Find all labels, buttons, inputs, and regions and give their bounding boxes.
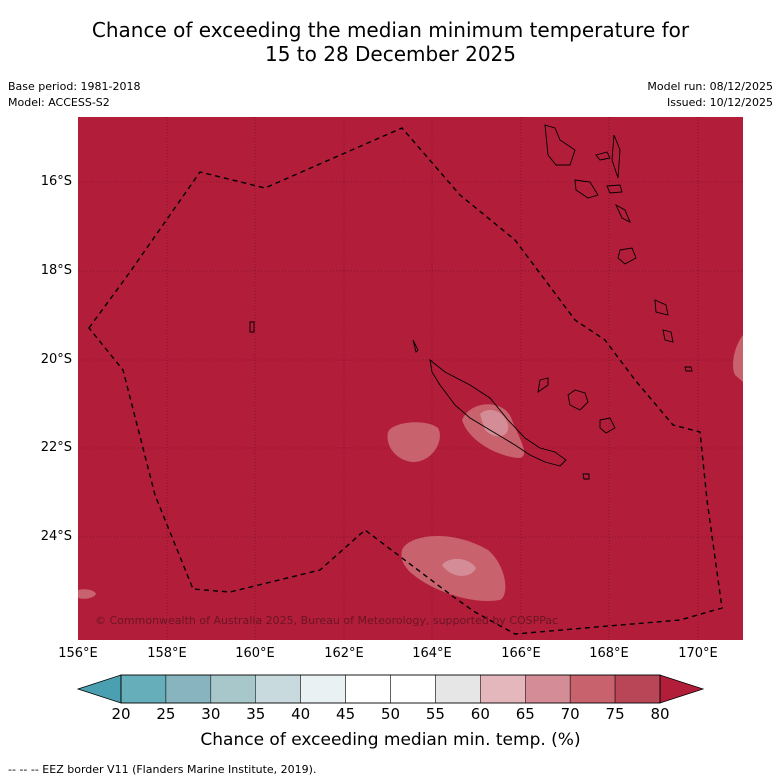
issued-date: Issued: 10/12/2025 <box>666 96 773 109</box>
lat-label-24s: 24°S <box>40 529 72 544</box>
colorbar-segment-35-40 <box>255 674 301 704</box>
copyright-text: © Commonwealth of Australia 2025, Bureau… <box>95 614 559 627</box>
colorbar-tick-25: 25 <box>156 705 176 723</box>
colorbar-segment-25-30 <box>165 674 212 704</box>
colorbar-tick-20: 20 <box>111 705 131 723</box>
ambrym <box>606 184 623 194</box>
title-line-1: Chance of exceeding the median minimum t… <box>91 18 690 42</box>
patch-west-of-new-caledonia <box>387 422 440 463</box>
lon-label-156e: 156°E <box>58 646 98 661</box>
colorbar-segment-50-55 <box>390 674 436 704</box>
pentecost-maewo <box>611 134 621 179</box>
ambae <box>595 151 611 161</box>
belep-islands <box>412 339 419 353</box>
colorbar-tick-50: 50 <box>380 705 401 723</box>
lat-label-22s: 22°S <box>40 440 72 455</box>
lifou-island <box>567 389 589 411</box>
patch-new-caledonia-inner <box>480 409 509 437</box>
colorbar-frame <box>120 674 661 704</box>
lon-label-166e: 166°E <box>501 646 541 661</box>
efate <box>617 247 637 265</box>
graticule <box>78 117 743 640</box>
colorbar-segment-40-45 <box>300 674 346 704</box>
colorbar-segment-20-25 <box>120 674 167 704</box>
lon-label-158e: 158°E <box>147 646 187 661</box>
mare-island <box>599 417 616 434</box>
colorbar-tick-40: 40 <box>291 705 311 723</box>
colorbar-tick-55: 55 <box>425 705 445 723</box>
lon-label-170e: 170°E <box>678 646 718 661</box>
chart-title: Chance of exceeding the median minimum t… <box>0 18 781 66</box>
land <box>249 124 693 480</box>
epi-shepherd <box>615 203 631 223</box>
isle-of-pines <box>582 473 590 480</box>
lon-label-160e: 160°E <box>235 646 275 661</box>
colorbar-tick-30: 30 <box>201 705 221 723</box>
model-name: Model: ACCESS-S2 <box>8 96 110 109</box>
colorbar-high-arrow <box>659 674 705 704</box>
patch-east-edge <box>732 335 743 382</box>
lat-label-16s: 16°S <box>40 174 72 189</box>
colorbar-segment-75-80 <box>614 674 661 704</box>
lat-label-18s: 18°S <box>40 263 72 278</box>
title-line-2: 15 to 28 December 2025 <box>264 42 516 66</box>
colorbar <box>76 674 705 704</box>
patch-south-inner <box>442 558 476 576</box>
lon-label-164e: 164°E <box>412 646 452 661</box>
model-run: Model run: 08/12/2025 <box>647 80 773 93</box>
patch-west-edge <box>78 589 96 599</box>
colorbar-tick-45: 45 <box>336 705 356 723</box>
eez-legend-footer: -- -- -- EEZ border V11 (Flanders Marine… <box>8 763 317 776</box>
new-caledonia-island <box>429 358 567 467</box>
colorbar-segment-45-50 <box>345 674 391 704</box>
torres-islands <box>249 321 255 333</box>
malakula <box>574 179 599 199</box>
base-period: Base period: 1981-2018 <box>8 80 141 93</box>
aneityum <box>684 366 693 372</box>
lon-label-168e: 168°E <box>589 646 629 661</box>
colorbar-segment-70-75 <box>569 674 616 704</box>
ouvea-island <box>537 377 549 393</box>
colorbar-tick-75: 75 <box>605 705 625 723</box>
lat-label-20s: 20°S <box>40 352 72 367</box>
colorbar-tick-80: 80 <box>650 705 670 723</box>
eez-border <box>88 127 723 635</box>
colorbar-low-arrow <box>76 674 122 704</box>
colorbar-tick-35: 35 <box>246 705 266 723</box>
colorbar-title: Chance of exceeding median min. temp. (%… <box>200 730 581 750</box>
tanna <box>662 329 674 343</box>
colorbar-segment-55-60 <box>435 674 481 704</box>
colorbar-tick-65: 65 <box>515 705 535 723</box>
probability-patches <box>78 335 743 601</box>
meta-left: Base period: 1981-2018 Model: ACCESS-S2 <box>8 79 140 111</box>
colorbar-tick-70: 70 <box>560 705 580 723</box>
colorbar-segment-30-35 <box>210 674 256 704</box>
colorbar-segment-65-70 <box>525 674 571 704</box>
espiritu-santo <box>544 124 576 166</box>
colorbar-segment-60-65 <box>480 674 526 704</box>
meta-right: Model run: 08/12/2025 Issued: 10/12/2025 <box>647 79 773 111</box>
colorbar-tick-60: 60 <box>470 705 490 723</box>
lon-label-162e: 162°E <box>324 646 364 661</box>
erromango <box>654 299 669 316</box>
